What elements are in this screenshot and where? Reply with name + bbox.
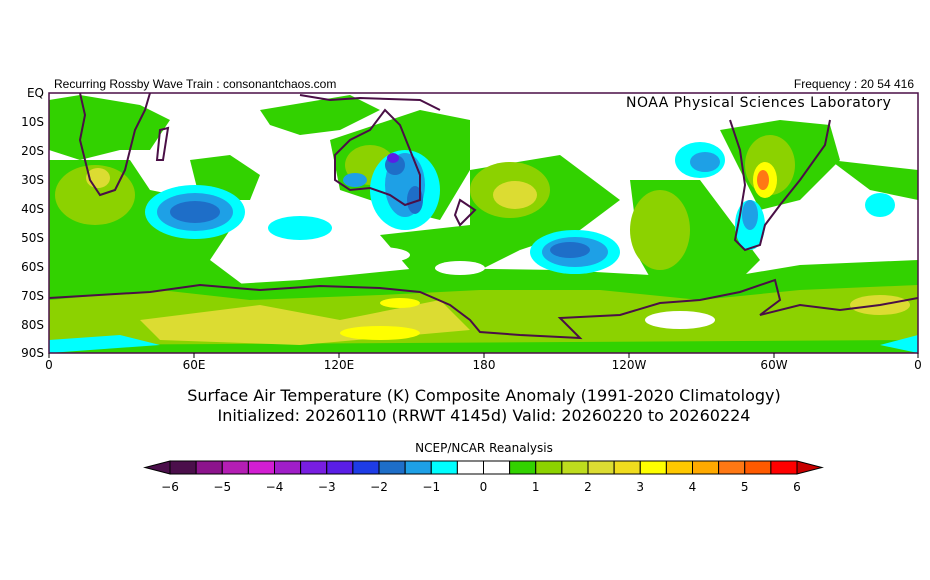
anomaly-negative-4 xyxy=(387,153,399,163)
colorbar-label: 0 xyxy=(479,480,488,494)
lat-label: 80S xyxy=(21,318,44,332)
lon-label: 60E xyxy=(182,358,206,372)
lon-label: 120E xyxy=(323,358,355,372)
colorbar-label: 3 xyxy=(636,480,645,494)
title-line-1: Surface Air Temperature (K) Composite An… xyxy=(187,386,781,405)
lon-label: 60W xyxy=(760,358,788,372)
colorbar-label: −1 xyxy=(422,480,441,494)
colorbar-label: 4 xyxy=(688,480,697,494)
title-line-2: Initialized: 20260110 (RRWT 4145d) Valid… xyxy=(217,406,751,425)
colorbar-swatch xyxy=(692,460,720,475)
africa-coastline xyxy=(78,93,151,197)
lon-label: 0 xyxy=(914,358,922,372)
colorbar-label: 2 xyxy=(584,480,592,494)
header-right-text: Frequency : 20 54 416 xyxy=(793,77,914,91)
colorbar-swatch xyxy=(665,460,693,475)
colorbar-swatch xyxy=(326,460,354,475)
colorbar-label: −5 xyxy=(213,480,232,494)
colorbar-swatch xyxy=(221,460,249,475)
lat-label: 60S xyxy=(21,260,44,274)
coastlines xyxy=(49,93,918,340)
madagascar-coastline xyxy=(155,126,170,161)
colorbar-over-arrow xyxy=(796,460,824,475)
lat-label: 30S xyxy=(21,173,44,187)
colorbar-swatch xyxy=(639,460,667,475)
colorbar-label: 5 xyxy=(740,480,749,494)
lon-label: 120W xyxy=(611,358,647,372)
lat-label: 10S xyxy=(21,115,44,129)
newzealand-coastline xyxy=(453,198,477,227)
indonesia-coastline xyxy=(299,94,441,111)
colorbar-label: −4 xyxy=(265,480,284,494)
lat-label: 40S xyxy=(21,202,44,216)
south-america-coastline xyxy=(729,119,831,252)
colorbar-swatch xyxy=(770,460,798,475)
colorbar-label: 6 xyxy=(793,480,801,494)
colorbar-swatch xyxy=(561,460,589,475)
colorbar-swatch xyxy=(404,460,432,475)
colorbar-swatch xyxy=(613,460,641,475)
antarctica-coastline xyxy=(49,278,918,340)
lat-label: 90S xyxy=(21,346,44,360)
colorbar-swatch xyxy=(587,460,615,475)
colorbar-swatch xyxy=(509,460,537,475)
colorbar-label: 1 xyxy=(531,480,540,494)
colorbar-swatch xyxy=(378,460,406,475)
colorbar xyxy=(143,460,824,475)
lon-label: 180 xyxy=(472,358,496,372)
colorbar-swatch xyxy=(247,460,275,475)
colorbar-swatch xyxy=(300,460,328,475)
australia-coastline xyxy=(334,108,421,207)
lat-label: 20S xyxy=(21,144,44,158)
anomaly-positive-5 xyxy=(757,170,769,190)
lon-label: 0 xyxy=(45,358,53,372)
header-left-text: Recurring Rossby Wave Train : consonantc… xyxy=(54,77,337,91)
colorbar-swatch xyxy=(169,460,197,475)
colorbar-swatch xyxy=(274,460,302,475)
colorbar-swatch xyxy=(195,460,223,475)
lat-label: 50S xyxy=(21,231,44,245)
colorbar-label: −6 xyxy=(161,480,179,494)
axis-ticks xyxy=(48,353,919,358)
colorbar-swatch xyxy=(744,460,772,475)
colorbar-swatch xyxy=(456,460,484,475)
colorbar-swatch xyxy=(718,460,746,475)
colorbar-label: −3 xyxy=(317,480,336,494)
credit-label: NOAA Physical Sciences Laboratory xyxy=(622,95,896,111)
colorbar-under-arrow xyxy=(143,460,171,475)
colorbar-swatch xyxy=(483,460,511,475)
lat-label: 70S xyxy=(21,289,44,303)
colorbar-label: −2 xyxy=(370,480,388,494)
colorbar-swatch xyxy=(352,460,380,475)
colorbar-swatch xyxy=(535,460,563,475)
lat-label: EQ xyxy=(26,86,44,100)
colorbar-title: NCEP/NCAR Reanalysis xyxy=(415,441,553,455)
colorbar-swatch xyxy=(430,460,458,475)
